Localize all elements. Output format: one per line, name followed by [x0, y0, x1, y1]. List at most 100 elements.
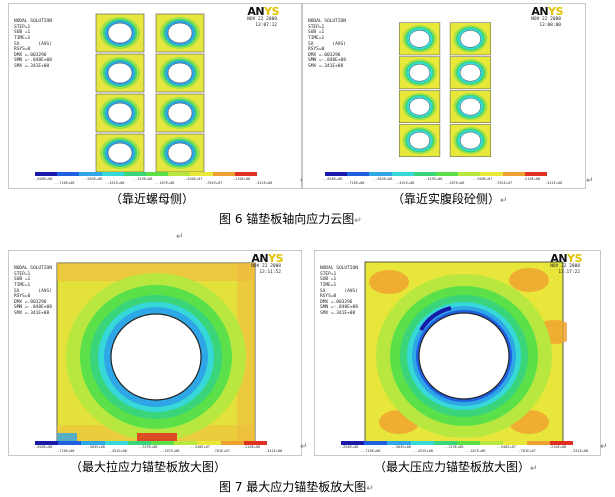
anchor-plate [449, 22, 492, 56]
anchor-plate [155, 53, 205, 93]
anchor-plate-contour-grid [398, 22, 492, 157]
legend-swatch [458, 172, 481, 176]
legend-swatch [123, 172, 147, 176]
legend-swatch [168, 172, 191, 176]
legend-swatch [410, 441, 434, 445]
legend-swatch [524, 172, 548, 176]
legend-tick-label: .341E+08 [545, 181, 563, 185]
legend-swatch [35, 441, 59, 445]
legend-swatch [234, 172, 258, 176]
fig7-right-caption: （最大压应力锚垫板放大图）↵ [374, 460, 538, 474]
anchor-plate [449, 124, 492, 157]
legend-swatch [81, 441, 105, 445]
legend-tick-label: -.451E+08 [395, 181, 415, 185]
fig6-title: 图 6 锚垫板轴向应力云图↵ [219, 212, 362, 226]
anchor-plate [398, 22, 441, 56]
legend-tick-label: -.319E+08 [133, 177, 153, 181]
legend-tick-label: -.583E+08 [85, 445, 105, 449]
plot-timestamp: NOV 22 2008 13:11:52 [251, 264, 281, 275]
legend-swatch [146, 172, 169, 176]
legend-swatch [104, 441, 128, 445]
plot-timestamp: NOV 22 2008 13:17:22 [550, 264, 580, 275]
legend-swatch [549, 441, 574, 445]
legend-tick-label: -.716E+08 [345, 181, 365, 185]
color-legend-bar [35, 441, 268, 445]
legend-tick-label: -.451E+08 [413, 449, 433, 453]
anchor-plate [398, 56, 441, 90]
legend-tick-label: -.540E+07 [496, 445, 516, 449]
legend-tick-label: -.716E+08 [55, 449, 75, 453]
legend-tick-label: -.848E+08 [339, 445, 359, 449]
legend-tick-label: -.583E+08 [83, 177, 103, 181]
anchor-plate [95, 133, 145, 172]
ansys-logo: ANYS [247, 5, 279, 18]
legend-tick-label: -.540E+07 [473, 177, 493, 181]
plot-timestamp: NOV 22 2008 13:07:12 [247, 17, 277, 28]
ansys-header-text: NODAL SOLUTION STEP=1 SUB =1 TIME=1 SX (AVG)… [14, 266, 52, 316]
fig7-left-plot: NODAL SOLUTION STEP=1 SUB =1 TIME=1 SX (AVG)… [8, 250, 302, 456]
legend-swatch [220, 441, 244, 445]
anchor-plate [155, 133, 205, 172]
plot-timestamp: NOV 22 2008 13:08:00 [531, 17, 561, 28]
legend-tick-label: -.540E+07 [190, 445, 210, 449]
fig7-title: 图 7 最大应力锚垫板放大图↵ [219, 480, 374, 494]
legend-swatch [127, 441, 152, 445]
legend-tick-label: -.319E+08 [138, 445, 158, 449]
fig7-right-plot: NODAL SOLUTION STEP=1 SUB =1 TIME=1 SX (AVG)… [314, 250, 601, 456]
legend-tick-label: .210E+08 [243, 445, 261, 449]
legend-swatch [433, 441, 458, 445]
fig6-right-caption: （靠近实腹段砼侧）↵ [392, 192, 508, 206]
legend-swatch [347, 172, 370, 176]
anchor-plate [155, 13, 205, 53]
legend-swatch [243, 441, 268, 445]
legend-tick-label: -.187E+08 [466, 449, 486, 453]
return-mark: ↵ [300, 442, 308, 452]
legend-tick-label: -.187E+08 [155, 181, 175, 185]
legend-swatch [364, 441, 388, 445]
legend-swatch [151, 441, 175, 445]
ansys-logo: ANYS [251, 252, 283, 265]
legend-tick-label: -.187E+08 [445, 181, 465, 185]
legend-tick-label: -.451E+08 [105, 181, 125, 185]
anchor-plate [398, 124, 441, 157]
legend-swatch [57, 172, 80, 176]
ansys-header-text: NODAL SOLUTION STEP=1 SUB =1 TIME=1 SX (AVG)… [320, 266, 358, 316]
legend-swatch [480, 441, 504, 445]
fig6-right-plot: NODAL SOLUTION STEP=1 SUB =1 TIME=1 SX (AVG)… [302, 3, 586, 189]
legend-swatch [480, 172, 503, 176]
color-legend-bar [35, 172, 258, 176]
legend-tick-label: .781E+07 [212, 449, 230, 453]
anchor-plate [95, 53, 145, 93]
legend-swatch [526, 441, 550, 445]
max-tension-plate-contour [56, 262, 256, 444]
legend-tick-label: -.451E+08 [107, 449, 127, 453]
legend-tick-label: -.848E+08 [323, 177, 343, 181]
legend-swatch [58, 441, 82, 445]
legend-swatch [174, 441, 198, 445]
anchor-plate [95, 13, 145, 53]
anchor-plate [449, 56, 492, 90]
legend-tick-label: -.716E+08 [55, 181, 75, 185]
legend-swatch [503, 441, 527, 445]
legend-tick-label: -.583E+08 [373, 177, 393, 181]
fig6-left-caption: （靠近螺母侧） [110, 192, 195, 206]
legend-swatch [457, 441, 481, 445]
ansys-logo: ANYS [531, 5, 563, 18]
ansys-header-text: NODAL SOLUTION STEP=1 SUB =1 TIME=1 SX (AVG)… [308, 19, 346, 69]
legend-swatch [341, 441, 365, 445]
legend-tick-label: -.319E+08 [423, 177, 443, 181]
legend-swatch [502, 172, 525, 176]
legend-tick-label: .341E+08 [571, 449, 589, 453]
return-mark: ↵ [586, 176, 594, 186]
legend-tick-label: .210E+08 [523, 177, 541, 181]
legend-swatch [325, 172, 348, 176]
anchor-plate [449, 90, 492, 123]
anchor-plate [398, 90, 441, 123]
legend-tick-label: -.848E+08 [33, 445, 53, 449]
legend-swatch [391, 172, 414, 176]
fig6-left-plot: NODAL SOLUTION STEP=1 SUB =1 TIME=1 SX (AVG)… [8, 3, 302, 189]
legend-tick-label: .341E+08 [255, 181, 273, 185]
return-mark: ↵ [600, 442, 608, 452]
legend-swatch [212, 172, 235, 176]
return-mark: ↵ [176, 232, 184, 242]
